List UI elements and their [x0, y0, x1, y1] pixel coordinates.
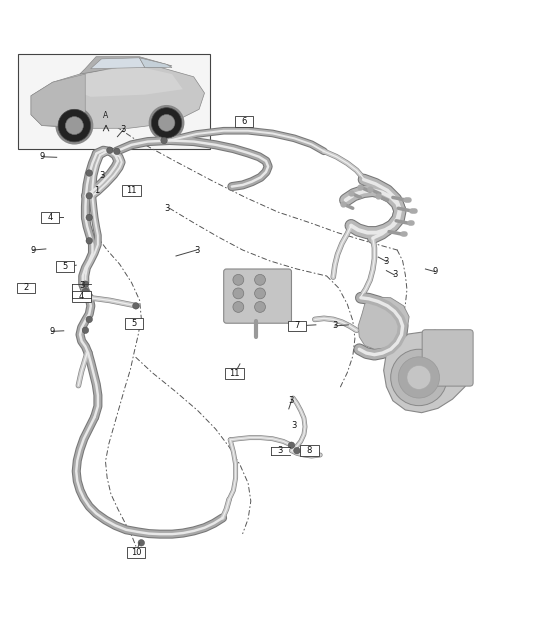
- Circle shape: [161, 138, 167, 144]
- Text: 8: 8: [307, 446, 312, 455]
- Bar: [17, 54, 210, 149]
- Polygon shape: [53, 64, 183, 97]
- Polygon shape: [31, 74, 85, 127]
- Text: 3: 3: [289, 396, 294, 405]
- Polygon shape: [140, 58, 172, 68]
- Text: 5: 5: [131, 319, 137, 328]
- Circle shape: [255, 301, 265, 312]
- Text: 3: 3: [164, 203, 169, 213]
- Text: 2: 2: [23, 283, 28, 293]
- Text: 3: 3: [332, 322, 337, 330]
- Text: 10: 10: [131, 548, 141, 557]
- Circle shape: [255, 274, 265, 285]
- Text: 11: 11: [229, 369, 240, 378]
- Circle shape: [158, 114, 175, 131]
- Circle shape: [82, 281, 89, 288]
- Text: 1: 1: [94, 186, 99, 195]
- Text: 3: 3: [277, 446, 282, 455]
- Circle shape: [86, 316, 93, 323]
- Text: 3: 3: [194, 246, 199, 254]
- FancyBboxPatch shape: [72, 291, 91, 302]
- FancyBboxPatch shape: [225, 368, 244, 379]
- Circle shape: [233, 274, 244, 285]
- FancyBboxPatch shape: [122, 185, 141, 196]
- Circle shape: [82, 327, 89, 333]
- FancyBboxPatch shape: [126, 547, 145, 558]
- Polygon shape: [90, 58, 145, 68]
- FancyBboxPatch shape: [288, 320, 306, 332]
- Circle shape: [56, 107, 93, 144]
- Circle shape: [233, 301, 244, 312]
- Text: 4: 4: [79, 292, 84, 301]
- Text: 7: 7: [294, 322, 300, 330]
- Text: 4: 4: [47, 213, 53, 222]
- Circle shape: [138, 539, 144, 546]
- Circle shape: [86, 170, 93, 176]
- Circle shape: [255, 288, 265, 299]
- Circle shape: [107, 147, 113, 153]
- Text: 5: 5: [62, 263, 68, 271]
- Circle shape: [58, 109, 90, 142]
- Text: 3: 3: [392, 271, 397, 279]
- Circle shape: [288, 442, 295, 448]
- Circle shape: [233, 288, 244, 299]
- Text: A: A: [104, 111, 108, 120]
- FancyBboxPatch shape: [16, 283, 35, 293]
- FancyBboxPatch shape: [56, 261, 74, 273]
- Text: 9: 9: [49, 327, 54, 336]
- FancyBboxPatch shape: [234, 116, 253, 127]
- Polygon shape: [80, 57, 172, 74]
- Text: 9: 9: [30, 246, 35, 254]
- FancyBboxPatch shape: [125, 318, 143, 329]
- Circle shape: [152, 107, 181, 138]
- Text: 3: 3: [79, 281, 84, 290]
- Circle shape: [82, 288, 89, 295]
- Polygon shape: [384, 330, 472, 413]
- Text: 3: 3: [292, 421, 297, 430]
- Circle shape: [398, 357, 439, 398]
- Text: 3: 3: [99, 171, 105, 180]
- Text: 9: 9: [39, 152, 45, 161]
- Circle shape: [407, 365, 431, 389]
- Circle shape: [149, 105, 184, 141]
- Text: 6: 6: [241, 117, 246, 126]
- Text: 3: 3: [384, 257, 389, 266]
- Circle shape: [132, 303, 139, 309]
- Circle shape: [86, 193, 93, 199]
- Circle shape: [65, 117, 83, 134]
- FancyBboxPatch shape: [41, 212, 59, 223]
- FancyBboxPatch shape: [300, 445, 319, 456]
- FancyBboxPatch shape: [223, 269, 292, 323]
- Circle shape: [86, 214, 93, 220]
- Text: 11: 11: [126, 186, 137, 195]
- Circle shape: [294, 447, 300, 454]
- FancyBboxPatch shape: [422, 330, 473, 386]
- Circle shape: [86, 237, 93, 244]
- Circle shape: [113, 148, 120, 154]
- Polygon shape: [31, 68, 204, 128]
- Circle shape: [391, 349, 447, 406]
- Polygon shape: [358, 296, 409, 349]
- Text: 3: 3: [120, 125, 126, 134]
- Text: 9: 9: [433, 267, 438, 276]
